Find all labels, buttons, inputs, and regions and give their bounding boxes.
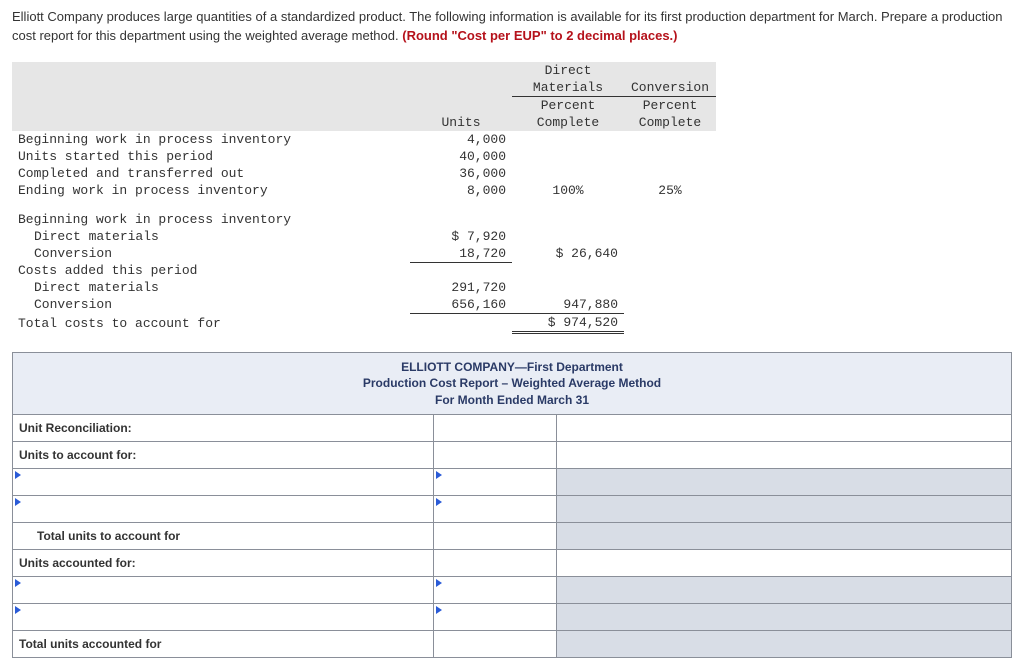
total-cell[interactable] bbox=[434, 630, 557, 657]
table-row: Completed and transferred out 36,000 bbox=[12, 165, 716, 182]
hdr-direct: Direct bbox=[512, 62, 624, 79]
bwip-label: Beginning work in process inventory bbox=[12, 211, 410, 228]
dropdown-marker-icon bbox=[15, 471, 21, 479]
input-row-label[interactable] bbox=[13, 576, 434, 603]
hdr-percent-cv: Percent bbox=[624, 96, 716, 114]
worksheet-table: ELLIOTT COMPANY—First Department Product… bbox=[12, 352, 1012, 658]
dropdown-marker-icon bbox=[436, 498, 442, 506]
dropdown-marker-icon bbox=[15, 606, 21, 614]
table-row: Units started this period 40,000 bbox=[12, 148, 716, 165]
hdr-percent-dm: Percent bbox=[512, 96, 624, 114]
total-cell[interactable] bbox=[434, 522, 557, 549]
ws-title-2: Production Cost Report – Weighted Averag… bbox=[19, 375, 1005, 391]
input-row-label[interactable] bbox=[13, 468, 434, 495]
input-row-value[interactable] bbox=[434, 603, 557, 630]
hdr-conversion: Conversion bbox=[624, 79, 716, 97]
dropdown-marker-icon bbox=[436, 606, 442, 614]
input-row-value[interactable] bbox=[434, 576, 557, 603]
input-row-value[interactable] bbox=[434, 495, 557, 522]
dropdown-marker-icon bbox=[436, 579, 442, 587]
ws-title-1: ELLIOTT COMPANY—First Department bbox=[19, 359, 1005, 375]
section-units-accounted: Units accounted for: bbox=[13, 549, 434, 576]
dropdown-marker-icon bbox=[15, 579, 21, 587]
given-data-table: Direct Materials Conversion Percent Perc… bbox=[12, 62, 716, 335]
hdr-materials: Materials bbox=[512, 79, 624, 97]
table-row: Ending work in process inventory 8,000 1… bbox=[12, 182, 716, 199]
dropdown-marker-icon bbox=[15, 498, 21, 506]
hdr-complete-cv: Complete bbox=[624, 114, 716, 131]
section-unit-recon: Unit Reconciliation: bbox=[13, 414, 434, 441]
input-row-value[interactable] bbox=[434, 468, 557, 495]
question-text: Elliott Company produces large quantitie… bbox=[12, 8, 1012, 46]
total-units-accounted: Total units accounted for bbox=[13, 630, 434, 657]
input-row-label[interactable] bbox=[13, 495, 434, 522]
section-units-to-account: Units to account for: bbox=[13, 441, 434, 468]
question-emphasis: (Round "Cost per EUP" to 2 decimal place… bbox=[402, 28, 677, 43]
ws-title-3: For Month Ended March 31 bbox=[19, 392, 1005, 408]
worksheet-title: ELLIOTT COMPANY—First Department Product… bbox=[13, 353, 1012, 415]
input-row-label[interactable] bbox=[13, 603, 434, 630]
added-label: Costs added this period bbox=[12, 262, 410, 279]
table-row: Beginning work in process inventory 4,00… bbox=[12, 131, 716, 148]
hdr-complete-dm: Complete bbox=[512, 114, 624, 131]
hdr-units: Units bbox=[410, 114, 512, 131]
total-costs-label: Total costs to account for bbox=[12, 314, 410, 333]
dropdown-marker-icon bbox=[436, 471, 442, 479]
total-units-to-account: Total units to account for bbox=[13, 522, 434, 549]
